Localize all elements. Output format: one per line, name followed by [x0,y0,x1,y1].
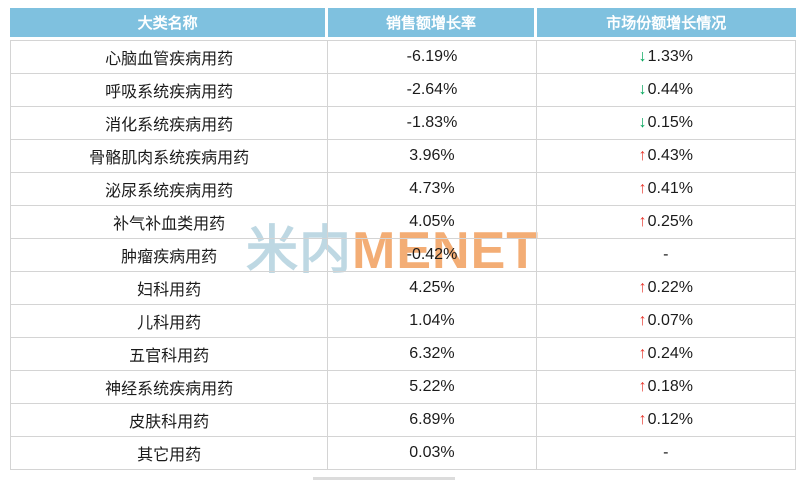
up-arrow-icon: ↑ [638,147,647,164]
share-change-cell: ↑0.41% [536,173,796,206]
share-change-cell: ↑0.18% [536,371,796,404]
category-cell: 皮肤科用药 [10,404,329,437]
table-header-row: 大类名称 销售额增长率 市场份额增长情况 [10,8,796,40]
drug-category-table-container: 米内MENET 大类名称 销售额增长率 市场份额增长情况 心脑血管疾病用药 -6.… [10,8,796,470]
share-change-value: 1.33% [647,48,693,65]
share-change-value: 0.15% [647,114,693,131]
up-arrow-icon: ↑ [638,213,647,230]
table-row: 神经系统疾病用药 5.22% ↑0.18% [10,371,796,404]
share-change-cell: - [536,239,796,272]
up-arrow-icon: ↑ [638,180,647,197]
table-row: 肿瘤疾病用药 -0.42% - [10,239,796,272]
header-share-change: 市场份额增长情况 [536,8,796,40]
header-category: 大类名称 [10,8,329,40]
share-change-value: 0.12% [647,411,693,428]
header-sales-growth: 销售额增长率 [328,8,537,40]
table-row: 其它用药 0.03% - [10,437,796,470]
share-change-value: 0.07% [647,312,693,329]
up-arrow-icon: ↑ [638,279,647,296]
category-cell: 五官科用药 [10,338,329,371]
share-change-cell: ↑0.25% [536,206,796,239]
table-row: 呼吸系统疾病用药 -2.64% ↓0.44% [10,74,796,107]
category-cell: 骨骼肌肉系统疾病用药 [10,140,329,173]
sales-growth-cell: -0.42% [328,239,537,272]
category-cell: 儿科用药 [10,305,329,338]
category-cell: 补气补血类用药 [10,206,329,239]
table-row: 骨骼肌肉系统疾病用药 3.96% ↑0.43% [10,140,796,173]
sales-growth-cell: 6.32% [328,338,537,371]
down-arrow-icon: ↓ [638,114,647,131]
category-cell: 肿瘤疾病用药 [10,239,329,272]
down-arrow-icon: ↓ [638,48,647,65]
sales-growth-cell: 1.04% [328,305,537,338]
up-arrow-icon: ↑ [638,345,647,362]
share-change-cell: ↑0.24% [536,338,796,371]
table-row: 儿科用药 1.04% ↑0.07% [10,305,796,338]
share-change-cell: ↑0.12% [536,404,796,437]
cropped-content-sliver [313,477,455,480]
table-row: 妇科用药 4.25% ↑0.22% [10,272,796,305]
category-cell: 呼吸系统疾病用药 [10,74,329,107]
category-cell: 消化系统疾病用药 [10,107,329,140]
down-arrow-icon: ↓ [638,81,647,98]
table-row: 泌尿系统疾病用药 4.73% ↑0.41% [10,173,796,206]
table-row: 皮肤科用药 6.89% ↑0.12% [10,404,796,437]
sales-growth-cell: 3.96% [328,140,537,173]
share-change-value: 0.18% [647,378,693,395]
sales-growth-cell: 4.25% [328,272,537,305]
sales-growth-cell: 5.22% [328,371,537,404]
table-row: 消化系统疾病用药 -1.83% ↓0.15% [10,107,796,140]
category-cell: 心脑血管疾病用药 [10,40,329,74]
share-change-cell: ↓0.15% [536,107,796,140]
sales-growth-cell: 4.73% [328,173,537,206]
share-change-value: 0.44% [647,81,693,98]
sales-growth-cell: -1.83% [328,107,537,140]
share-change-cell: ↑0.22% [536,272,796,305]
share-change-cell: ↑0.43% [536,140,796,173]
share-change-cell: ↓1.33% [536,40,796,74]
sales-growth-cell: -6.19% [328,40,537,74]
share-change-value: - [663,444,669,461]
category-cell: 其它用药 [10,437,329,470]
share-change-cell: - [536,437,796,470]
share-change-value: 0.43% [647,147,693,164]
share-change-cell: ↓0.44% [536,74,796,107]
sales-growth-cell: 0.03% [328,437,537,470]
sales-growth-cell: 6.89% [328,404,537,437]
sales-growth-cell: 4.05% [328,206,537,239]
up-arrow-icon: ↑ [638,411,647,428]
category-cell: 妇科用药 [10,272,329,305]
table-body: 心脑血管疾病用药 -6.19% ↓1.33% 呼吸系统疾病用药 -2.64% ↓0.44%… [10,40,796,470]
share-change-value: 0.25% [647,213,693,230]
category-cell: 神经系统疾病用药 [10,371,329,404]
share-change-value: 0.41% [647,180,693,197]
share-change-value: 0.24% [647,345,693,362]
table-row: 补气补血类用药 4.05% ↑0.25% [10,206,796,239]
share-change-cell: ↑0.07% [536,305,796,338]
up-arrow-icon: ↑ [638,378,647,395]
drug-category-table: 大类名称 销售额增长率 市场份额增长情况 心脑血管疾病用药 -6.19% ↓1.33… [10,8,796,470]
sales-growth-cell: -2.64% [328,74,537,107]
table-row: 五官科用药 6.32% ↑0.24% [10,338,796,371]
up-arrow-icon: ↑ [638,312,647,329]
table-row: 心脑血管疾病用药 -6.19% ↓1.33% [10,40,796,74]
share-change-value: 0.22% [647,279,693,296]
share-change-value: - [663,246,669,263]
category-cell: 泌尿系统疾病用药 [10,173,329,206]
